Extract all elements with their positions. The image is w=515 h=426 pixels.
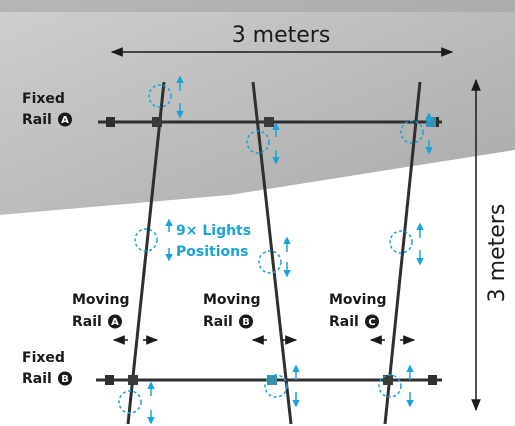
svg-text:A: A bbox=[61, 115, 69, 126]
height-dimension-label: 3 meters bbox=[485, 204, 510, 303]
svg-text:Moving: Moving bbox=[72, 292, 129, 308]
svg-text:A: A bbox=[111, 317, 119, 328]
rail-end-cap bbox=[105, 375, 114, 385]
svg-text:Fixed: Fixed bbox=[22, 91, 65, 107]
moving-rail-b bbox=[251, 81, 293, 425]
light-position bbox=[400, 112, 433, 155]
moving-rail-a bbox=[126, 81, 166, 425]
svg-text:Rail: Rail bbox=[22, 371, 52, 387]
light-position bbox=[258, 236, 291, 278]
light-position bbox=[148, 75, 184, 119]
moving-rail-b-label: Moving Rail B bbox=[203, 292, 298, 345]
rail-end-cap bbox=[428, 375, 437, 385]
height-dimension: 3 meters bbox=[471, 78, 510, 412]
moving-rail-c bbox=[383, 81, 422, 425]
clamp bbox=[383, 375, 393, 385]
clamp bbox=[264, 117, 274, 127]
clamp bbox=[267, 375, 277, 385]
svg-text:Rail: Rail bbox=[203, 314, 233, 330]
svg-text:B: B bbox=[61, 374, 69, 385]
light-position bbox=[134, 228, 158, 252]
light-position bbox=[389, 222, 424, 266]
clamp bbox=[152, 117, 162, 127]
badge bbox=[365, 314, 379, 329]
svg-text:Moving: Moving bbox=[203, 292, 260, 308]
svg-text:C: C bbox=[368, 317, 375, 328]
svg-text:Rail: Rail bbox=[22, 112, 52, 128]
moving-rail-a-label: Moving Rail A bbox=[72, 292, 159, 345]
svg-text:Rail: Rail bbox=[72, 314, 102, 330]
svg-text:Fixed: Fixed bbox=[22, 350, 65, 366]
rail-clamps bbox=[128, 117, 436, 385]
width-dimension-label: 3 meters bbox=[232, 23, 331, 48]
svg-text:Rail: Rail bbox=[329, 314, 359, 330]
svg-text:B: B bbox=[242, 317, 250, 328]
svg-text:Moving: Moving bbox=[329, 292, 386, 308]
badge bbox=[239, 314, 253, 329]
clamp bbox=[128, 375, 138, 385]
moving-rail-c-label: Moving Rail C bbox=[329, 292, 416, 345]
light-position bbox=[378, 364, 414, 408]
clamp bbox=[426, 117, 436, 127]
light-position bbox=[246, 122, 280, 165]
lights-legend: 9× Lights Positions bbox=[165, 218, 251, 262]
lights-count-label: 9× Lights bbox=[176, 223, 251, 239]
fixed-rail-a-label: Fixed Rail A bbox=[22, 91, 72, 128]
fixed-rail-b-label: Fixed Rail B bbox=[22, 350, 72, 387]
light-position bbox=[264, 364, 300, 408]
light-position bbox=[118, 381, 155, 425]
width-dimension: 3 meters bbox=[110, 23, 454, 57]
lights-positions-label: Positions bbox=[176, 244, 248, 260]
badge bbox=[108, 314, 122, 329]
badge bbox=[58, 112, 72, 127]
badge bbox=[58, 371, 72, 386]
rail-end-cap bbox=[106, 117, 115, 127]
